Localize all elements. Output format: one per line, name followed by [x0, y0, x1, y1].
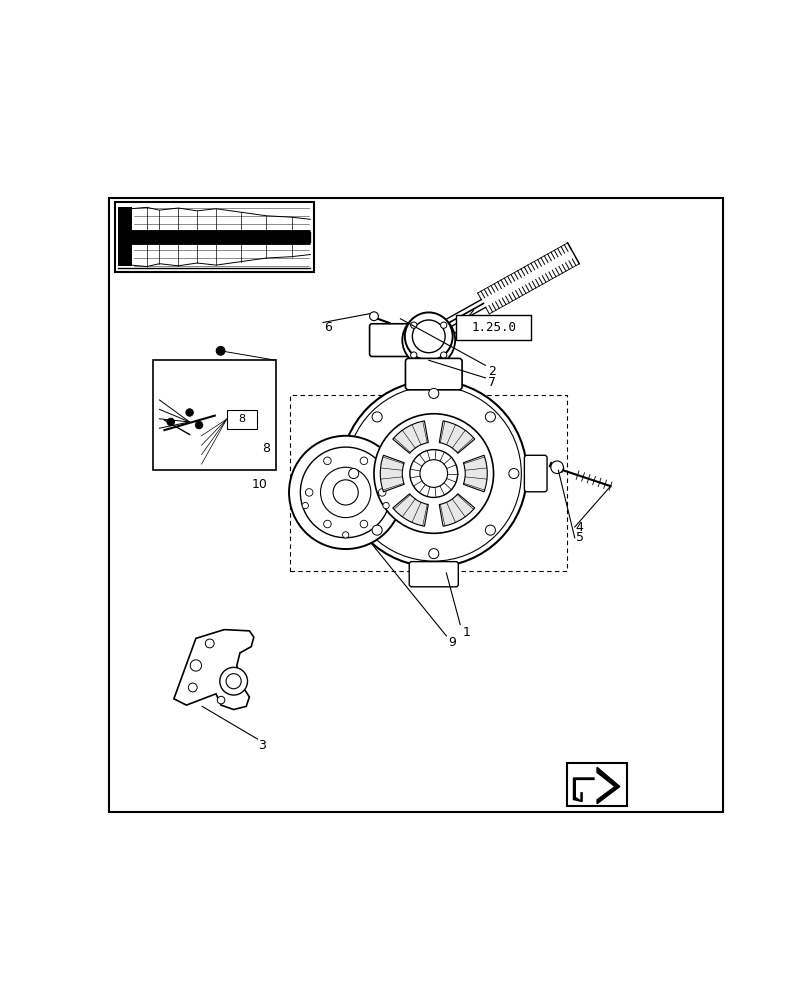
Circle shape: [419, 460, 447, 487]
Circle shape: [374, 414, 493, 533]
Bar: [118, 207, 131, 266]
Circle shape: [220, 667, 247, 695]
Circle shape: [333, 480, 358, 505]
Polygon shape: [573, 767, 619, 804]
Polygon shape: [575, 772, 613, 801]
Text: 7: 7: [487, 376, 495, 389]
Text: 8: 8: [262, 442, 270, 455]
Circle shape: [342, 532, 349, 538]
Circle shape: [360, 457, 367, 465]
Text: 6: 6: [324, 321, 332, 334]
Wedge shape: [439, 421, 474, 453]
Circle shape: [348, 469, 358, 479]
Circle shape: [186, 409, 193, 416]
FancyBboxPatch shape: [319, 455, 345, 492]
Circle shape: [289, 436, 401, 549]
Circle shape: [188, 683, 197, 692]
Circle shape: [360, 520, 367, 528]
Wedge shape: [463, 455, 487, 492]
Circle shape: [410, 352, 416, 358]
Circle shape: [401, 314, 455, 367]
Circle shape: [428, 549, 438, 559]
Circle shape: [440, 352, 446, 358]
Bar: [115, 202, 313, 272]
Circle shape: [371, 525, 382, 535]
Circle shape: [369, 312, 378, 321]
FancyBboxPatch shape: [405, 358, 461, 390]
Circle shape: [412, 320, 444, 353]
Circle shape: [485, 525, 495, 535]
Circle shape: [305, 489, 312, 496]
Bar: [153, 360, 276, 470]
Text: 4: 4: [575, 521, 583, 534]
Circle shape: [225, 674, 241, 689]
Circle shape: [440, 322, 446, 328]
Circle shape: [383, 502, 388, 509]
Circle shape: [217, 696, 225, 704]
Circle shape: [345, 386, 521, 561]
Circle shape: [550, 461, 563, 474]
Circle shape: [300, 447, 391, 538]
Circle shape: [216, 346, 225, 355]
Bar: [290, 395, 567, 571]
Circle shape: [485, 412, 495, 422]
FancyBboxPatch shape: [369, 324, 431, 356]
Circle shape: [320, 467, 371, 518]
Circle shape: [190, 660, 201, 671]
Circle shape: [324, 457, 331, 465]
Circle shape: [428, 388, 438, 398]
Circle shape: [195, 421, 203, 429]
Bar: [455, 315, 530, 340]
Circle shape: [410, 450, 457, 497]
Circle shape: [205, 639, 214, 648]
Text: 3: 3: [258, 739, 265, 752]
Circle shape: [414, 326, 443, 355]
Circle shape: [341, 380, 526, 567]
Text: 1.25.0: 1.25.0: [470, 321, 516, 334]
Wedge shape: [439, 494, 474, 526]
Circle shape: [508, 469, 518, 479]
Text: 10: 10: [252, 478, 268, 491]
Bar: [226, 410, 256, 429]
FancyBboxPatch shape: [409, 562, 457, 587]
Circle shape: [378, 489, 385, 496]
Text: 1: 1: [462, 626, 470, 639]
Circle shape: [302, 502, 308, 509]
Text: 2: 2: [487, 365, 495, 378]
Wedge shape: [393, 494, 427, 526]
Text: 8: 8: [238, 414, 245, 424]
Circle shape: [371, 412, 382, 422]
Circle shape: [410, 322, 416, 328]
Text: 9: 9: [448, 636, 456, 649]
Circle shape: [324, 520, 331, 528]
Wedge shape: [380, 455, 404, 492]
Polygon shape: [174, 630, 254, 710]
Circle shape: [405, 312, 452, 360]
Circle shape: [167, 418, 174, 426]
Bar: [566, 763, 626, 806]
Text: 5: 5: [575, 531, 583, 544]
FancyBboxPatch shape: [524, 455, 547, 492]
Wedge shape: [393, 421, 427, 453]
